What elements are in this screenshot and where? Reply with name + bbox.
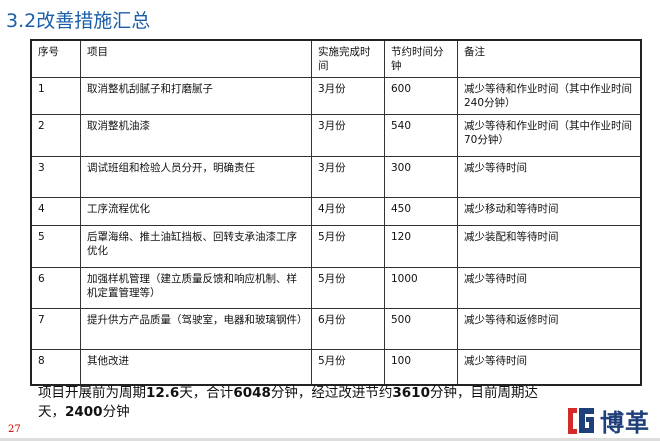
cell-saved: 450 [384,197,458,226]
cell-saved: 100 [384,349,458,385]
cell-month: 3月份 [311,77,385,115]
improvement-table: 序号 项目 实施完成时间 节约时间分钟 备注 1 取消整机刮腻子和打磨腻子 3月份 6… [30,39,642,386]
cell-note: 减少等待和作业时间（其中作业时间70分钟） [457,114,642,157]
cell-saved: 300 [384,156,458,198]
cell-month: 5月份 [311,349,385,385]
cell-no: 6 [30,267,81,309]
cell-month: 6月份 [311,308,385,350]
cell-item: 工序流程优化 [80,197,312,226]
cell-no: 2 [30,114,81,157]
cell-saved: 600 [384,77,458,115]
table-row: 2 取消整机油漆 3月份 540 减少等待和作业时间（其中作业时间70分钟） [30,114,642,157]
table-row: 8 其他改进 5月份 100 减少等待时间 [30,349,642,385]
table-header: 序号 项目 实施完成时间 节约时间分钟 备注 [30,39,642,78]
cell-item: 取消整机油漆 [80,114,312,157]
cell-no: 1 [30,77,81,115]
logo-text: 博革 [600,409,650,437]
cell-no: 8 [30,349,81,385]
cell-item: 其他改进 [80,349,312,385]
table-row: 3 调试班组和检验人员分开，明确责任 3月份 300 减少等待时间 [30,156,642,198]
cell-item: 调试班组和检验人员分开，明确责任 [80,156,312,198]
cell-no: 7 [30,308,81,350]
cell-no: 5 [30,225,81,268]
cell-saved: 500 [384,308,458,350]
header-no: 序号 [30,39,81,78]
cell-no: 3 [30,156,81,198]
cell-item: 取消整机刮腻子和打磨腻子 [80,77,312,115]
table-row: 6 加强样机管理（建立质量反馈和响应机制、样机定置管理等） 5月份 1000 减少等待时… [30,267,642,309]
cell-saved: 540 [384,114,458,157]
header-note: 备注 [457,39,642,78]
table-row: 1 取消整机刮腻子和打磨腻子 3月份 600 减少等待和作业时间（其中作业时间240分钟… [30,77,642,115]
cell-note: 减少等待和返修时间 [457,308,642,350]
cell-note: 减少等待时间 [457,267,642,309]
logo-mark-icon [568,407,594,434]
cell-saved: 1000 [384,267,458,309]
header-item: 项目 [80,39,312,78]
table-row: 4 工序流程优化 4月份 450 减少移动和等待时间 [30,197,642,226]
summary-text: 项目开展前为周期12.6天，合计6048分钟，经过改进节约3610分钟，目前周期… [38,385,538,420]
cell-note: 减少等待时间 [457,156,642,198]
cell-month: 3月份 [311,114,385,157]
cell-note: 减少等待时间 [457,349,642,385]
table-row: 7 提升供方产品质量（驾驶室，电器和玻璃钢件） 6月份 500 减少等待和返修时间 [30,308,642,350]
page-number: 27 [8,424,21,435]
slide-title: 3.2改善措施汇总 [6,10,151,32]
logo: 博革 [566,403,650,438]
cell-item: 后罩海绵、推土油缸挡板、回转支承油漆工序优化 [80,225,312,268]
table-row: 5 后罩海绵、推土油缸挡板、回转支承油漆工序优化 5月份 120 减少装配和等待时间 [30,225,642,268]
header-month: 实施完成时间 [311,39,385,78]
cell-item: 加强样机管理（建立质量反馈和响应机制、样机定置管理等） [80,267,312,309]
footer-divider [0,438,660,441]
cell-note: 减少移动和等待时间 [457,197,642,226]
cell-month: 3月份 [311,156,385,198]
cell-saved: 120 [384,225,458,268]
cell-no: 4 [30,197,81,226]
cell-month: 5月份 [311,225,385,268]
cell-note: 减少装配和等待时间 [457,225,642,268]
cell-item: 提升供方产品质量（驾驶室，电器和玻璃钢件） [80,308,312,350]
cell-month: 4月份 [311,197,385,226]
cell-note: 减少等待和作业时间（其中作业时间240分钟） [457,77,642,115]
header-saved: 节约时间分钟 [384,39,458,78]
cell-month: 5月份 [311,267,385,309]
